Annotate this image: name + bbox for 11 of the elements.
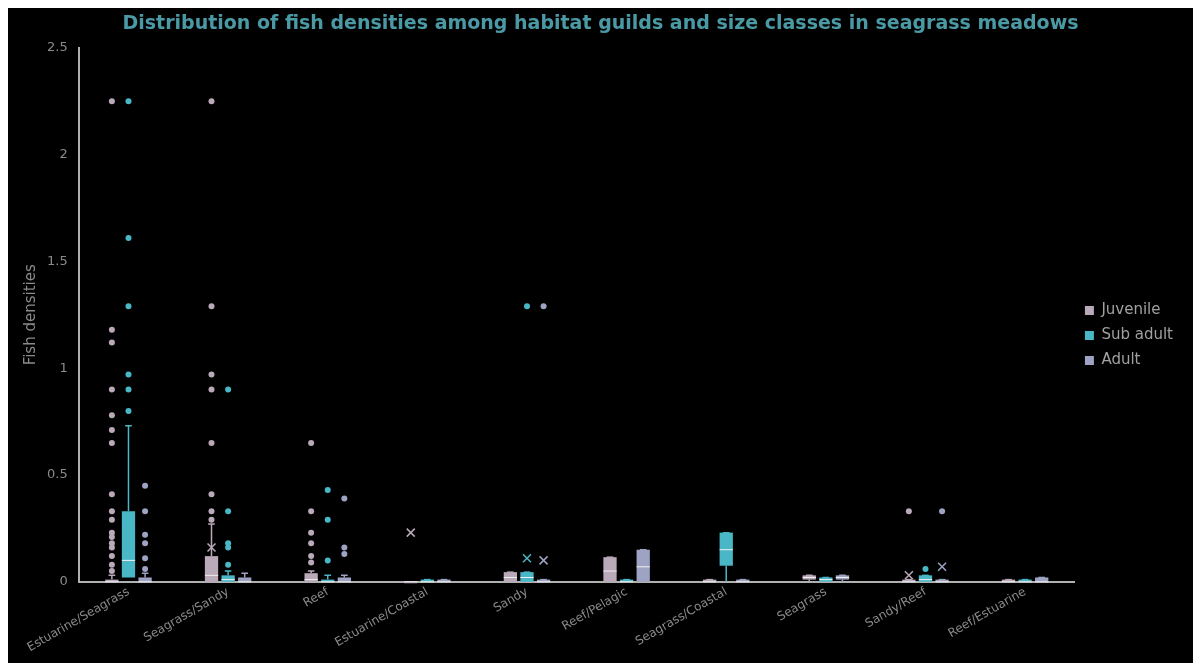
- y-tick-label: 1: [59, 359, 68, 375]
- legend-label: Sub adult: [1101, 325, 1174, 344]
- chart-title: Distribution of fish densities among habitat guilds and size classes in seagrass meadows: [122, 11, 1079, 34]
- y-axis-title: Fish densities: [20, 264, 39, 366]
- y-tick-label: 0: [59, 573, 68, 589]
- legend-label: Juvenile: [1100, 300, 1161, 319]
- y-tick-label: 0.5: [46, 466, 68, 482]
- legend-label: Adult: [1101, 350, 1141, 369]
- y-tick-label: 2: [59, 145, 68, 161]
- y-tick-label: 1.5: [46, 252, 68, 268]
- y-tick-label: 2.5: [46, 39, 68, 55]
